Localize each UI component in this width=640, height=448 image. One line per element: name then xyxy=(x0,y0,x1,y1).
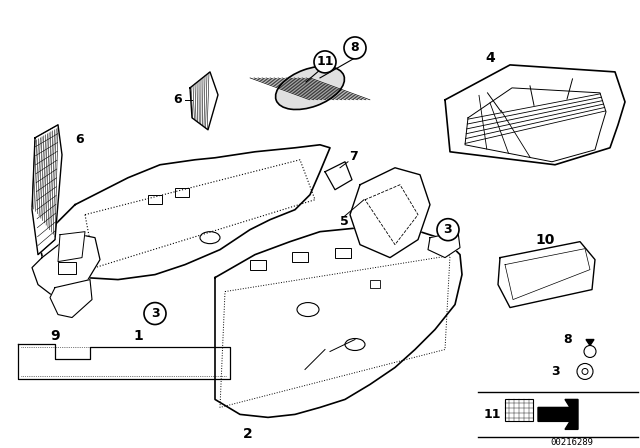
Polygon shape xyxy=(538,400,578,429)
Polygon shape xyxy=(58,232,85,262)
Polygon shape xyxy=(215,228,462,418)
Ellipse shape xyxy=(276,66,344,109)
Text: 8: 8 xyxy=(351,41,359,54)
Text: 2: 2 xyxy=(243,427,253,441)
Polygon shape xyxy=(190,72,218,130)
Text: 3: 3 xyxy=(550,365,559,378)
Polygon shape xyxy=(586,340,594,345)
Text: 3: 3 xyxy=(150,307,159,320)
Bar xyxy=(250,260,266,270)
Bar xyxy=(292,252,308,262)
Text: 11: 11 xyxy=(483,408,500,421)
Polygon shape xyxy=(18,345,230,379)
Polygon shape xyxy=(465,88,606,162)
Text: 4: 4 xyxy=(485,51,495,65)
Bar xyxy=(335,248,351,258)
Circle shape xyxy=(144,302,166,324)
Polygon shape xyxy=(325,162,352,190)
Polygon shape xyxy=(428,232,460,258)
Text: 6: 6 xyxy=(76,134,84,146)
Polygon shape xyxy=(498,241,595,308)
Polygon shape xyxy=(50,280,92,318)
Text: 3: 3 xyxy=(444,223,452,236)
Text: 11: 11 xyxy=(316,56,333,69)
Bar xyxy=(505,400,533,422)
Text: 10: 10 xyxy=(535,233,555,247)
Text: 9: 9 xyxy=(50,328,60,343)
Polygon shape xyxy=(32,235,100,297)
Text: 1: 1 xyxy=(133,328,143,343)
Circle shape xyxy=(344,37,366,59)
Bar xyxy=(175,188,189,197)
Bar xyxy=(370,280,380,288)
Circle shape xyxy=(314,51,336,73)
Text: 7: 7 xyxy=(349,150,357,163)
Text: 6: 6 xyxy=(173,93,182,106)
Polygon shape xyxy=(40,145,330,280)
Text: 5: 5 xyxy=(340,215,348,228)
Text: 8: 8 xyxy=(564,333,572,346)
Bar xyxy=(148,195,162,204)
Polygon shape xyxy=(350,168,430,258)
Circle shape xyxy=(437,219,459,241)
Text: 00216289: 00216289 xyxy=(550,438,593,447)
Polygon shape xyxy=(32,125,62,254)
Polygon shape xyxy=(445,65,625,165)
